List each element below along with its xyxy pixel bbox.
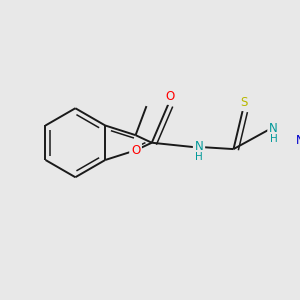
Text: N: N	[195, 140, 203, 153]
Text: S: S	[241, 96, 248, 109]
Text: H: H	[270, 134, 277, 144]
Text: N: N	[269, 122, 278, 135]
Text: O: O	[131, 144, 140, 157]
Text: H: H	[195, 152, 203, 162]
Text: N: N	[296, 134, 300, 147]
Text: O: O	[165, 90, 175, 103]
